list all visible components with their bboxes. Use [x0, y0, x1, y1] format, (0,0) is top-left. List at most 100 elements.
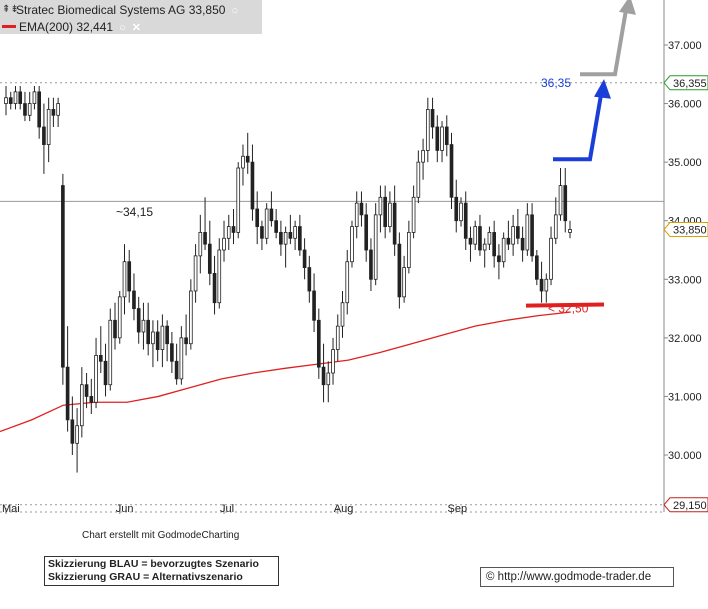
candle-body: [155, 331, 160, 350]
candle-body: [61, 185, 65, 368]
candle-body: [184, 337, 188, 345]
candle-body: [113, 319, 117, 339]
candle-body: [231, 226, 236, 233]
candle-body: [255, 208, 260, 227]
candle-body: [4, 97, 8, 104]
candle-body: [165, 325, 169, 345]
annotation-target: 36,35: [541, 76, 571, 90]
candle-body: [454, 196, 459, 222]
candle-body: [127, 261, 132, 292]
candle-body: [193, 255, 198, 292]
candle-body: [421, 150, 425, 163]
scenario-blue-arrow: [553, 94, 603, 162]
x-tick-label: Aug: [334, 503, 354, 515]
candle-body: [98, 355, 103, 362]
scenario-gray-arrowhead: [619, 0, 636, 15]
annotation-level: ~34,15: [116, 205, 153, 219]
ema-200-line: [0, 311, 571, 433]
candle-body: [37, 91, 41, 128]
candle-body: [506, 237, 511, 245]
chart-legend: ⇞⇟Stratec Biomedical Systems AG 33,850 ○ …: [0, 0, 262, 34]
candle-body: [84, 384, 89, 397]
candle-body: [378, 196, 383, 216]
candle-body: [207, 243, 212, 274]
copyright-link[interactable]: © http://www.godmode-trader.de: [480, 567, 674, 587]
x-tick-label: Mai: [2, 503, 20, 515]
candle-body: [141, 319, 146, 333]
candle-body: [335, 325, 340, 350]
candle-body: [388, 202, 392, 227]
candle-body: [440, 126, 444, 151]
candle-body: [226, 226, 231, 239]
support-line: [525, 302, 605, 308]
candle-body: [212, 273, 217, 304]
candle-body: [236, 167, 241, 233]
candle-body: [23, 103, 27, 116]
candle-body: [331, 349, 335, 374]
price-marker-box: [663, 497, 708, 513]
candle-body: [340, 302, 345, 327]
candle-body: [307, 267, 312, 292]
candle-body: [136, 308, 141, 333]
candle-body: [46, 109, 51, 145]
candle-body: [269, 208, 274, 222]
candle-body: [298, 226, 302, 251]
candle-body: [8, 97, 13, 104]
circle-settings-icon[interactable]: ○: [231, 5, 239, 17]
candle-body: [345, 261, 350, 304]
candle-body: [222, 237, 226, 251]
candle-body: [312, 290, 316, 321]
price-marker-box: [663, 75, 708, 91]
circle-settings-icon[interactable]: ○: [119, 22, 126, 34]
candle-body: [449, 144, 454, 198]
candle-body: [117, 296, 122, 339]
legend-instrument-row: ⇞⇟Stratec Biomedical Systems AG 33,850 ○: [2, 2, 238, 18]
chart-credit: Chart erstellt mit GodmodeCharting: [82, 530, 240, 541]
candle-body: [302, 249, 307, 268]
candle-body: [430, 109, 435, 128]
x-tick-label: Jul: [220, 503, 234, 515]
candle-body: [316, 319, 321, 368]
y-tick-label: 35.000: [668, 157, 702, 169]
candle-body: [108, 319, 113, 386]
candle-body: [359, 202, 364, 216]
candle-body: [397, 243, 402, 298]
scenario-legend-box: Skizzierung BLAU = bevorzugtes Szenario …: [44, 556, 279, 586]
candle-body: [51, 109, 56, 116]
candle-body: [170, 343, 174, 362]
candle-body: [468, 237, 473, 245]
candle-body: [444, 126, 449, 145]
legend-ema-label: EMA(200) 32,441: [19, 20, 114, 34]
close-icon[interactable]: ✕: [131, 22, 141, 34]
candle-body: [18, 91, 23, 104]
candle-body: [174, 360, 179, 380]
candle-body: [568, 229, 572, 233]
candle-body: [160, 325, 165, 350]
candle-body: [283, 232, 288, 245]
candle-body: [56, 103, 60, 116]
candle-body: [520, 237, 525, 251]
y-tick-label: 37.000: [668, 40, 702, 52]
y-tick-label: 33.000: [668, 274, 702, 286]
candle-body: [245, 155, 250, 163]
x-tick-label: Sep: [448, 503, 468, 515]
candle-body: [539, 278, 544, 292]
candle-body: [32, 91, 37, 104]
candle-body: [103, 360, 108, 386]
price-marker-label: 36,355: [673, 78, 707, 90]
candle-body: [416, 161, 421, 198]
candle-body: [70, 419, 75, 444]
candle-body: [563, 185, 568, 222]
candle-body: [369, 249, 373, 280]
legend-instrument-label: Stratec Biomedical Systems AG 33,850: [16, 3, 226, 17]
candle-body: [241, 155, 245, 169]
y-tick-label: 31.000: [668, 391, 702, 403]
candle-body: [321, 366, 326, 386]
candle-body: [383, 196, 387, 227]
candle-body: [535, 255, 539, 280]
candle-body: [549, 237, 553, 280]
candle-body: [478, 226, 482, 251]
candle-body: [463, 202, 468, 239]
price-marker-label: 29,150: [673, 500, 707, 512]
candle-body: [217, 249, 222, 304]
